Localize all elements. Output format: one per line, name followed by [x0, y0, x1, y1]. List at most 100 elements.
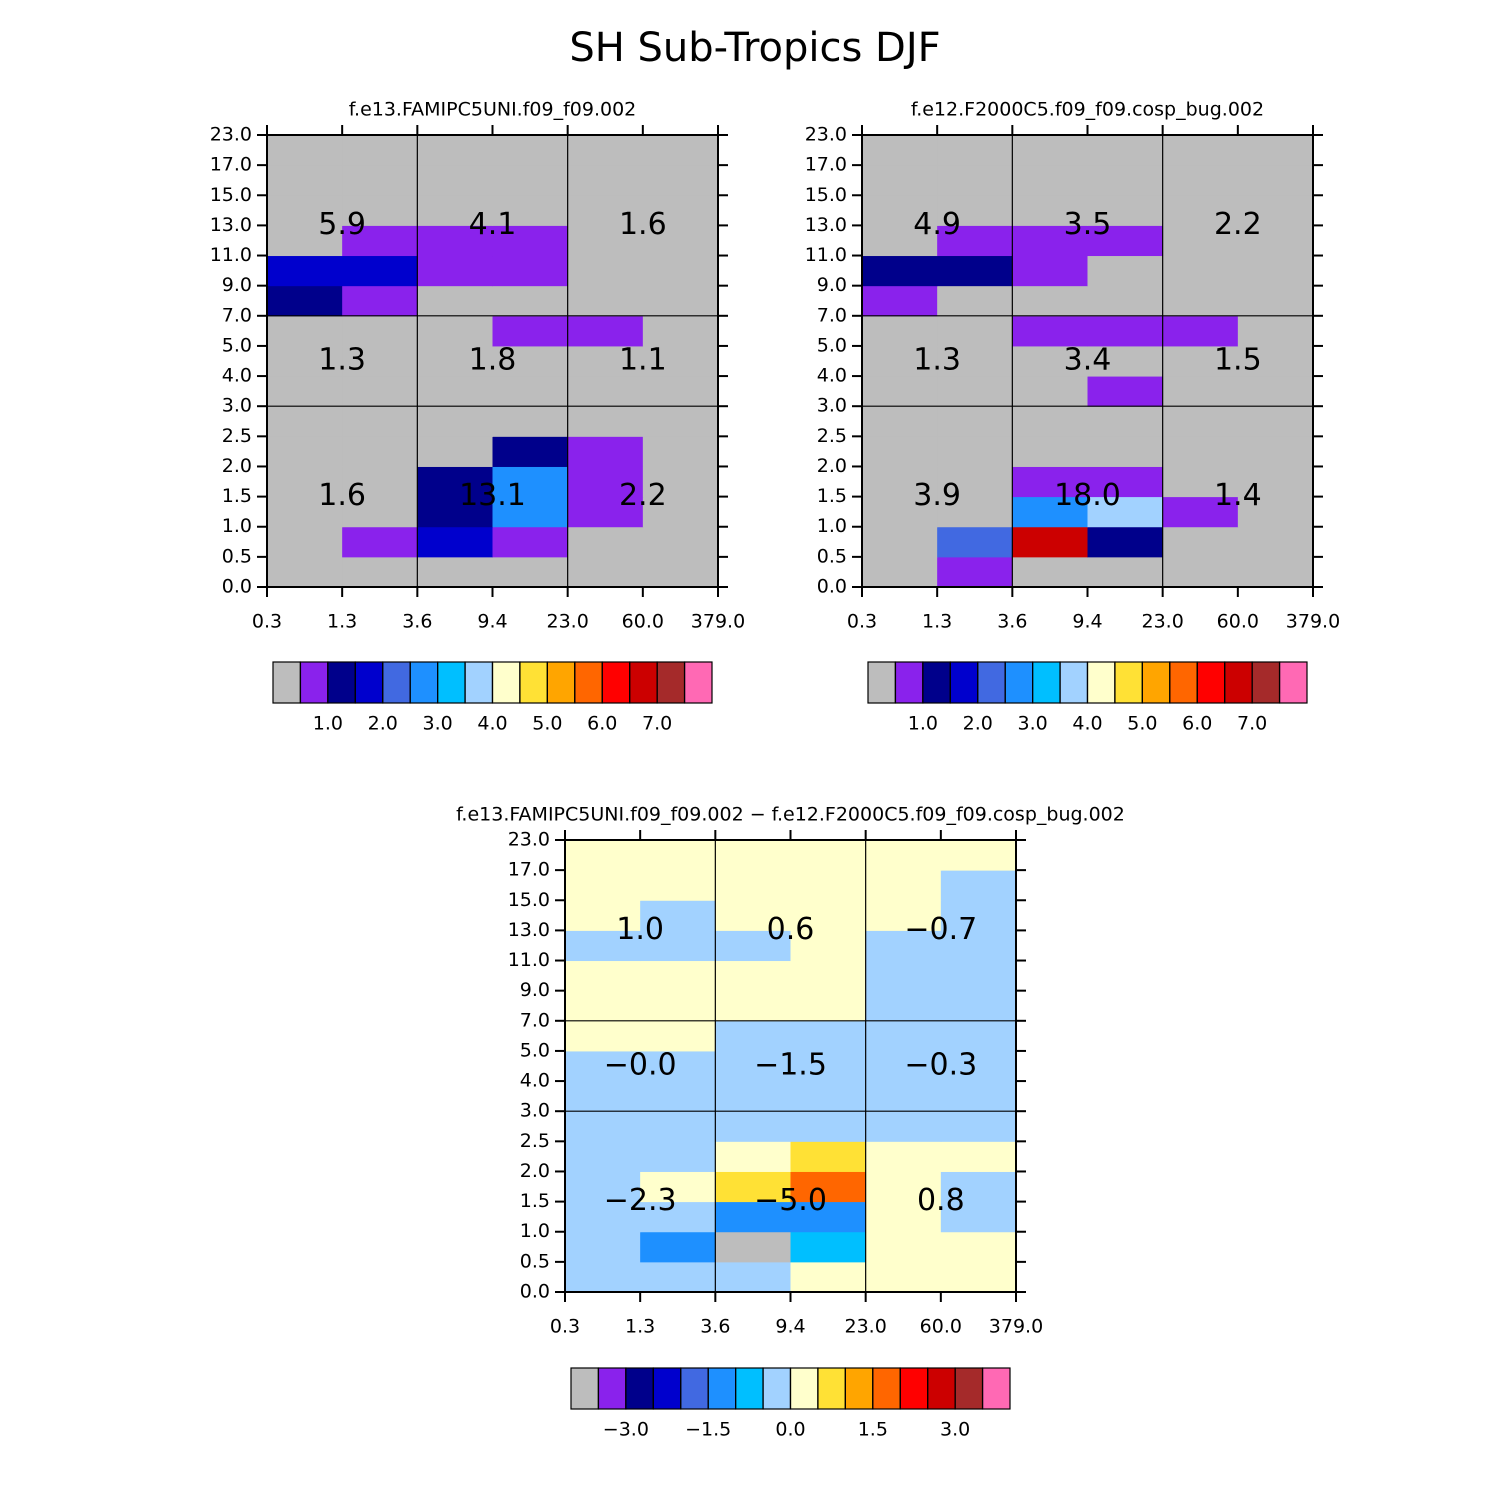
- cell: [715, 1231, 791, 1263]
- cell: [267, 345, 343, 377]
- cell: [642, 496, 719, 528]
- y-tick-label: 1.0: [817, 515, 847, 537]
- colorbar-box: [789, 1367, 819, 1410]
- colorbar-box: [735, 1367, 764, 1410]
- cell: [417, 526, 493, 558]
- y-tick-label: 1.5: [520, 1190, 550, 1212]
- colorbar-box: [922, 661, 951, 704]
- cell: [715, 1201, 791, 1233]
- cell: [715, 900, 791, 931]
- cell: [1237, 466, 1314, 498]
- cell: [567, 406, 644, 437]
- cell: [862, 526, 938, 558]
- y-tick-label: 7.0: [817, 304, 847, 326]
- colorbar-box: [894, 661, 924, 704]
- cell: [417, 496, 493, 528]
- colorbar-box: [680, 1367, 709, 1410]
- cell: [640, 960, 716, 992]
- cell: [567, 526, 644, 558]
- cell: [1087, 466, 1164, 498]
- cell: [640, 1050, 716, 1082]
- colorbar-box: [652, 1367, 682, 1410]
- cell: [790, 1081, 867, 1112]
- cell: [642, 195, 719, 226]
- y-tick-label: 9.0: [817, 274, 847, 296]
- cell: [567, 165, 644, 196]
- cell: [642, 436, 719, 467]
- cell: [642, 466, 719, 498]
- y-tick-label: 0.0: [520, 1281, 550, 1303]
- colorbar-label: 1.0: [313, 713, 343, 735]
- cell: [642, 135, 719, 166]
- cell: [642, 255, 719, 287]
- panel-title: f.e13.FAMIPC5UNI.f09_f09.002 − f.e12.F20…: [456, 804, 1125, 826]
- cell: [865, 870, 942, 901]
- x-tick-label: 3.6: [700, 1316, 730, 1338]
- box-label: 1.0: [616, 912, 664, 947]
- cell: [342, 466, 418, 498]
- cell: [640, 870, 716, 901]
- cell: [1162, 406, 1239, 437]
- cell: [1087, 436, 1164, 467]
- cell: [267, 376, 343, 407]
- cell: [492, 406, 569, 437]
- colorbar-box: [949, 661, 979, 704]
- x-tick-label: 9.4: [775, 1316, 805, 1338]
- cell: [1087, 526, 1164, 558]
- cell: [417, 255, 493, 287]
- y-tick-label: 2.0: [520, 1160, 550, 1182]
- cell: [565, 1261, 641, 1293]
- box-label: 1.8: [469, 343, 517, 378]
- colorbar-box: [844, 1367, 874, 1410]
- colorbar-label: 7.0: [1237, 713, 1267, 735]
- cell: [937, 376, 1013, 407]
- cell: [1162, 135, 1239, 166]
- colorbar-label: 4.0: [1072, 713, 1102, 735]
- cell: [492, 135, 569, 166]
- cell: [937, 165, 1013, 196]
- cell: [862, 496, 938, 528]
- cell: [1237, 165, 1314, 196]
- box-label: 4.1: [469, 207, 517, 242]
- y-tick-label: 17.0: [210, 154, 252, 176]
- cell: [937, 285, 1013, 317]
- y-tick-label: 17.0: [508, 859, 550, 881]
- colorbar-label: 6.0: [587, 713, 617, 735]
- colorbar-box: [625, 1367, 654, 1410]
- colorbar-box: [981, 1367, 1011, 1410]
- cell: [567, 556, 644, 588]
- cell: [1012, 135, 1088, 166]
- cell: [862, 225, 938, 257]
- y-tick-label: 15.0: [508, 889, 550, 911]
- cell: [1012, 225, 1088, 257]
- colorbar-box: [519, 661, 548, 704]
- box-label: 1.1: [619, 343, 667, 378]
- cell: [565, 1231, 641, 1263]
- cell: [1237, 526, 1314, 558]
- cell: [1237, 195, 1314, 226]
- cell: [1237, 345, 1314, 377]
- colorbar-box: [382, 661, 411, 704]
- cell: [640, 990, 716, 1022]
- colorbar-label: 5.0: [1127, 713, 1157, 735]
- cell: [862, 315, 938, 347]
- cell: [565, 960, 641, 992]
- y-tick-label: 7.0: [222, 304, 252, 326]
- cell: [567, 436, 644, 467]
- y-tick-label: 17.0: [805, 154, 847, 176]
- cell: [790, 1231, 867, 1263]
- x-tick-label: 0.3: [847, 611, 877, 633]
- cell: [1087, 285, 1164, 317]
- box-label: 0.8: [917, 1183, 965, 1218]
- y-tick-label: 11.0: [508, 949, 550, 971]
- y-tick-label: 5.0: [817, 334, 847, 356]
- box-label: −5.0: [754, 1183, 827, 1218]
- cell: [790, 840, 867, 871]
- colorbar-label: 2.0: [963, 713, 993, 735]
- cell: [937, 436, 1013, 467]
- cell: [1012, 195, 1088, 226]
- cell: [1012, 376, 1088, 407]
- y-tick-label: 13.0: [805, 214, 847, 236]
- cell: [567, 225, 644, 257]
- cell: [1012, 345, 1088, 377]
